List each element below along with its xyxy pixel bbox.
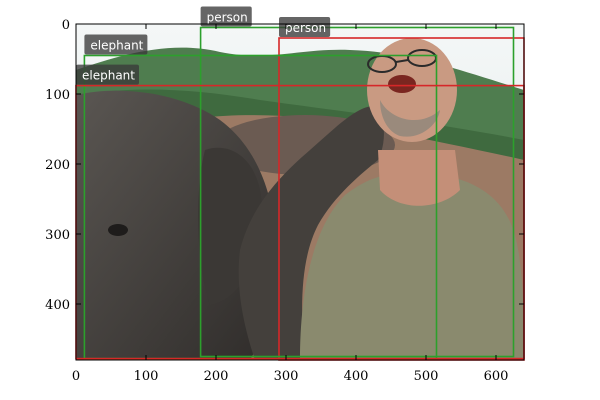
x-tick-label: 300 — [274, 369, 299, 384]
detection-label-bg — [76, 64, 139, 85]
detection-label-text: elephant — [82, 69, 135, 83]
x-tick-label: 500 — [414, 369, 439, 384]
x-tick-label: 400 — [344, 369, 369, 384]
detection-label-bg — [200, 6, 252, 27]
detection-label-bg — [84, 34, 148, 55]
photo — [76, 24, 524, 360]
x-tick-label: 200 — [204, 369, 229, 384]
photo-man-mouth — [388, 75, 416, 93]
detection-label-text: person — [207, 11, 248, 25]
detection-label-text: person — [285, 21, 326, 35]
y-tick-label: 400 — [45, 298, 70, 313]
detection-label-bg — [279, 17, 331, 37]
photo-elephant-trunk — [238, 106, 384, 360]
y-tick-label: 0 — [62, 18, 70, 33]
x-tick-label: 0 — [72, 369, 80, 384]
photo-man-neck — [378, 150, 460, 206]
y-tick-label: 100 — [45, 88, 70, 103]
detection-label-text: elephant — [90, 39, 143, 53]
x-tick-label: 600 — [484, 369, 509, 384]
axes-frame — [75, 23, 525, 361]
detection-label-3: elephant — [76, 64, 139, 85]
detection-label-0: person — [279, 17, 331, 37]
photo-elephant-eye — [108, 224, 128, 236]
y-tick-label: 300 — [45, 228, 70, 243]
detection-1 — [199, 26, 515, 358]
x-tick-label: 100 — [134, 369, 159, 384]
photo-man-beard — [380, 100, 440, 137]
detection-box — [199, 26, 515, 358]
y-axis: 0 100 200 300 400 — [45, 18, 524, 313]
photo-man-shirt — [300, 175, 524, 360]
y-tick-label: 200 — [45, 158, 70, 173]
detection-label-2: elephant — [84, 34, 148, 55]
x-axis: 0 100 200 300 400 500 600 — [72, 24, 509, 384]
detection-label-1: person — [200, 6, 252, 27]
